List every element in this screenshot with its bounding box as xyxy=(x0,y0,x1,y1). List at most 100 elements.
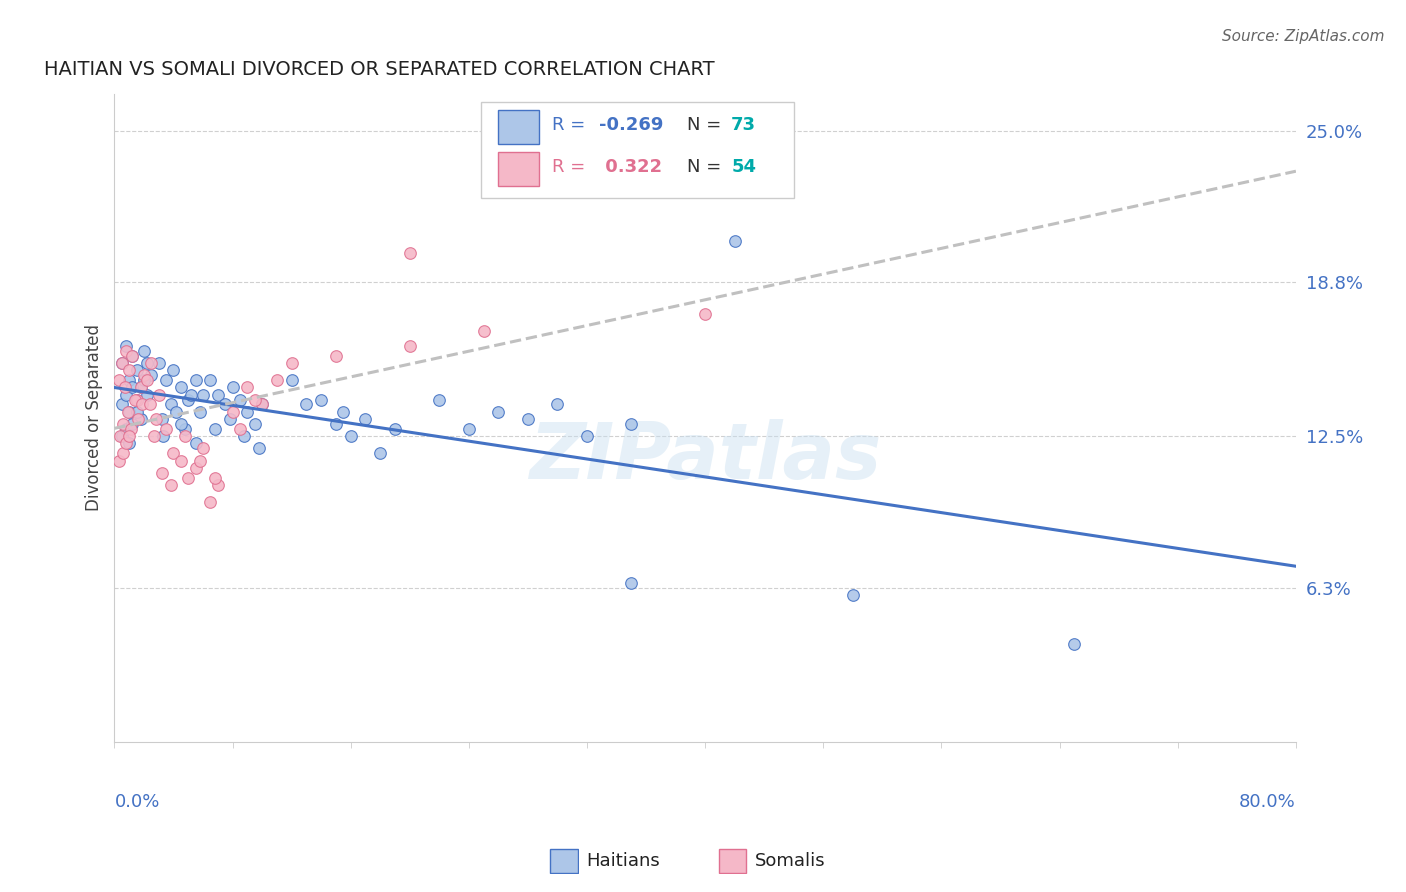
Point xyxy=(236,405,259,419)
Point xyxy=(266,373,288,387)
Point xyxy=(125,405,148,419)
Point xyxy=(135,373,157,387)
Point xyxy=(115,343,138,358)
Point xyxy=(250,397,273,411)
Point xyxy=(724,234,747,248)
Point xyxy=(115,339,138,353)
Point xyxy=(129,380,152,394)
Point xyxy=(384,422,406,436)
Point xyxy=(111,397,134,411)
Point xyxy=(546,397,568,411)
Point xyxy=(229,422,252,436)
Point xyxy=(204,422,226,436)
Point xyxy=(111,429,134,443)
Point xyxy=(177,471,200,485)
Point xyxy=(174,422,197,436)
Text: ZIPatlas: ZIPatlas xyxy=(529,418,882,495)
Point xyxy=(135,356,157,370)
Point xyxy=(145,412,167,426)
Point xyxy=(115,436,138,450)
Point xyxy=(280,373,302,387)
Point xyxy=(132,368,155,382)
Text: Source: ZipAtlas.com: Source: ZipAtlas.com xyxy=(1222,29,1385,44)
Point xyxy=(184,436,207,450)
Point xyxy=(398,245,420,260)
Point xyxy=(118,373,141,387)
Point xyxy=(155,422,177,436)
Point xyxy=(204,471,226,485)
Point xyxy=(115,387,138,401)
Y-axis label: Divorced or Separated: Divorced or Separated xyxy=(86,325,103,511)
Point xyxy=(121,380,143,394)
Point xyxy=(117,405,139,419)
Text: HAITIAN VS SOMALI DIVORCED OR SEPARATED CORRELATION CHART: HAITIAN VS SOMALI DIVORCED OR SEPARATED … xyxy=(44,60,714,78)
Text: Haitians: Haitians xyxy=(586,852,659,870)
Point xyxy=(155,373,177,387)
Point xyxy=(221,380,243,394)
Point xyxy=(165,405,187,419)
Point xyxy=(221,405,243,419)
Point xyxy=(143,429,166,443)
Point xyxy=(162,363,184,377)
Point xyxy=(108,453,131,467)
Point xyxy=(120,422,142,436)
Point xyxy=(111,356,134,370)
Point xyxy=(125,363,148,377)
Point xyxy=(188,405,211,419)
Point xyxy=(114,380,136,394)
Text: Somalis: Somalis xyxy=(755,852,825,870)
Point xyxy=(243,392,266,407)
Point xyxy=(842,588,865,602)
Point xyxy=(184,373,207,387)
Point xyxy=(162,446,184,460)
Point xyxy=(368,446,391,460)
Point xyxy=(148,356,170,370)
Point xyxy=(177,392,200,407)
Point xyxy=(516,412,538,426)
Text: 0.0%: 0.0% xyxy=(114,793,160,812)
Point xyxy=(200,373,222,387)
Point xyxy=(309,392,332,407)
Text: 0.322: 0.322 xyxy=(599,158,662,176)
Point xyxy=(121,349,143,363)
Point xyxy=(139,397,162,411)
Point xyxy=(141,356,163,370)
Point xyxy=(1063,637,1085,651)
Point xyxy=(125,392,148,407)
Point xyxy=(110,429,132,443)
Point xyxy=(132,343,155,358)
Point xyxy=(118,363,141,377)
Point xyxy=(115,422,138,436)
Point xyxy=(108,373,131,387)
Point xyxy=(124,392,146,407)
Point xyxy=(354,412,377,426)
Point xyxy=(325,417,347,431)
Text: -0.269: -0.269 xyxy=(599,116,664,134)
Point xyxy=(127,412,149,426)
Point xyxy=(141,368,163,382)
Point xyxy=(229,392,252,407)
Point xyxy=(170,380,193,394)
Point xyxy=(486,405,509,419)
FancyBboxPatch shape xyxy=(498,152,538,186)
Point xyxy=(233,429,256,443)
Point xyxy=(339,429,361,443)
Point xyxy=(218,412,240,426)
Point xyxy=(118,405,141,419)
Point xyxy=(695,307,717,321)
Text: R =: R = xyxy=(551,158,591,176)
Point xyxy=(620,417,643,431)
Point xyxy=(250,397,273,411)
Point xyxy=(184,461,207,475)
Point xyxy=(150,466,173,480)
Text: 73: 73 xyxy=(731,116,756,134)
Point xyxy=(398,339,420,353)
Point xyxy=(243,417,266,431)
Point xyxy=(620,575,643,590)
Point xyxy=(121,349,143,363)
Point xyxy=(112,417,135,431)
Point xyxy=(207,478,229,492)
Point xyxy=(325,349,347,363)
Point xyxy=(159,478,181,492)
Point xyxy=(150,412,173,426)
